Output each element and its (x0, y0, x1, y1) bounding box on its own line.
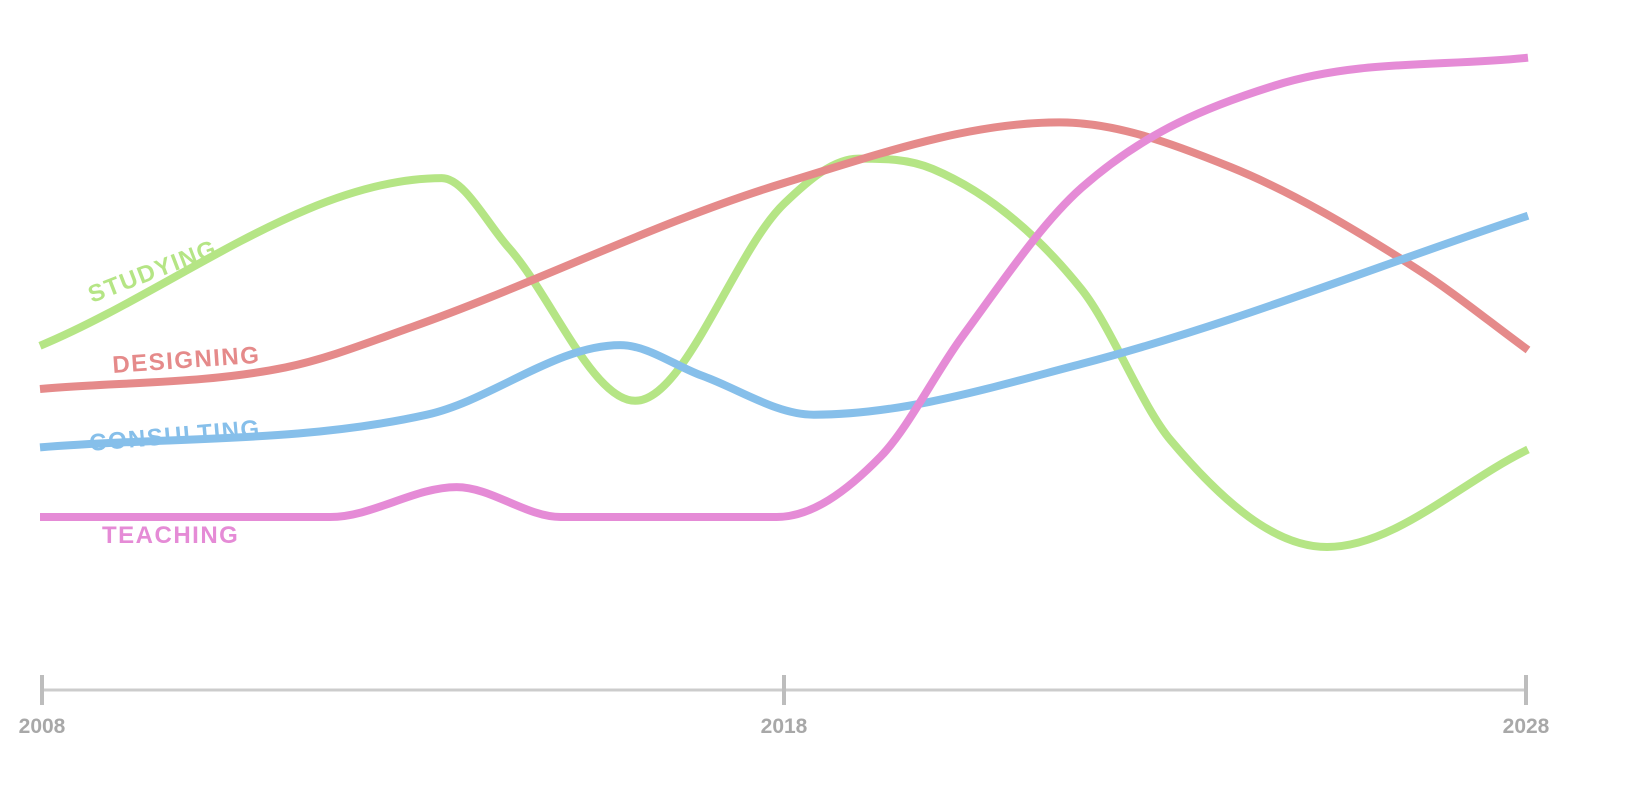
series-line-designing (39, 118, 1531, 393)
x-axis: 2008 2018 2028 (19, 675, 1550, 738)
series-label-studying: STUDYING (84, 235, 221, 309)
x-tick-label-start: 2008 (19, 715, 66, 738)
series-line-consulting (39, 211, 1530, 452)
series-line-studying (38, 154, 1530, 551)
x-tick-label-mid: 2018 (761, 715, 808, 738)
series-label-consulting: CONSULTING (88, 415, 262, 457)
series-label-teaching: TEACHING (102, 522, 239, 549)
series-layer (38, 53, 1531, 551)
x-tick-label-end: 2028 (1503, 715, 1550, 738)
series-line-teaching (40, 53, 1529, 522)
